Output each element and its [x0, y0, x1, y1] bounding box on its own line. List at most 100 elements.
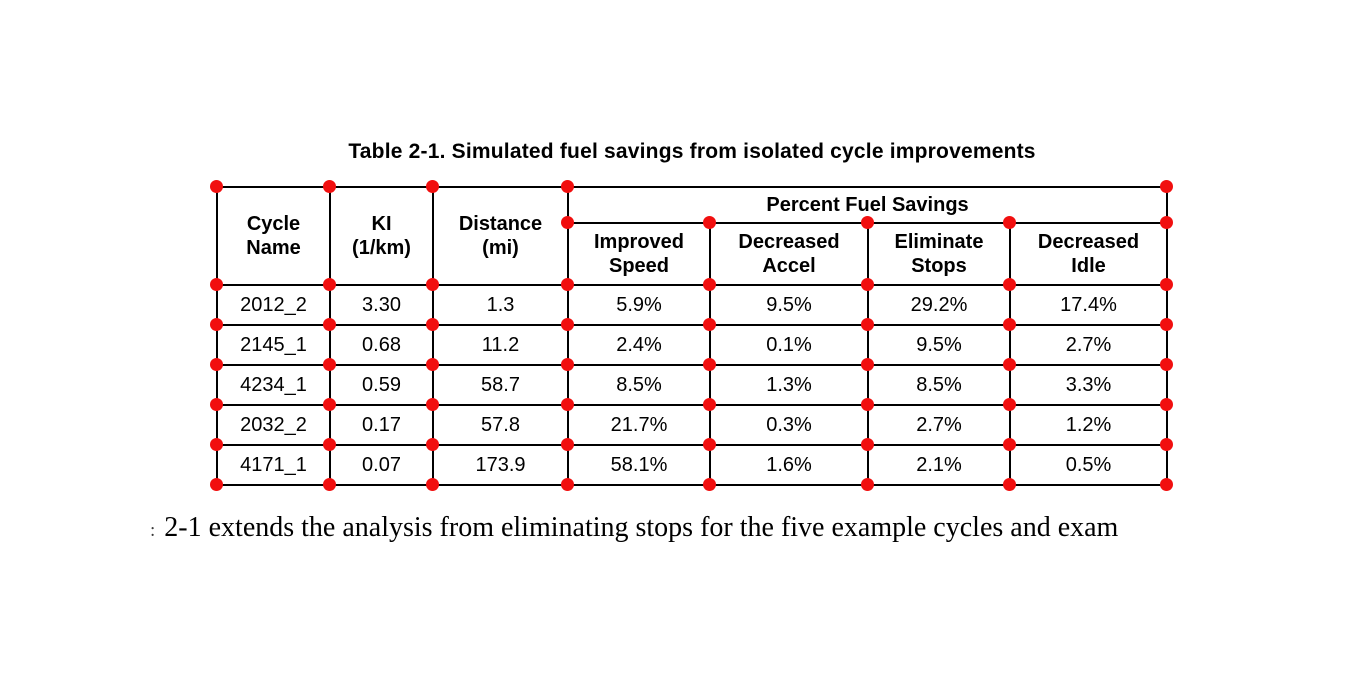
grid-dot: [861, 278, 874, 291]
grid-dot: [426, 318, 439, 331]
grid-dot: [323, 318, 336, 331]
grid-dot: [1160, 358, 1173, 371]
table-cell: 17.4%: [1008, 284, 1169, 326]
grid-dot: [323, 438, 336, 451]
grid-dot: [426, 358, 439, 371]
grid-dot: [1160, 318, 1173, 331]
table-cell: 2145_1: [216, 324, 331, 366]
grid-dot: [861, 398, 874, 411]
table-cell: 29.2%: [867, 284, 1011, 326]
column-header-eliminate-stops: Eliminate Stops: [867, 222, 1011, 286]
grid-dot: [861, 216, 874, 229]
grid-dot: [1003, 216, 1016, 229]
grid-dot: [210, 478, 223, 491]
table-row: 2145_1 0.68 11.2 2.4% 0.1% 9.5% 2.7%: [216, 324, 1169, 366]
grid-dot: [426, 278, 439, 291]
table-cell: 4234_1: [216, 364, 331, 406]
header-row-group: Cycle Name KI (1/km) Distance (mi) Perce…: [216, 186, 1169, 286]
column-header-decreased-accel: Decreased Accel: [709, 222, 869, 286]
table-cell: 21.7%: [567, 404, 711, 446]
table-cell: 3.3%: [1008, 364, 1169, 406]
table-cell: 2012_2: [216, 284, 331, 326]
grid-dot: [703, 358, 716, 371]
grid-dot: [861, 478, 874, 491]
table-cell: 9.5%: [867, 324, 1011, 366]
column-header-ki: KI (1/km): [329, 186, 434, 286]
grid-dot: [703, 216, 716, 229]
grid-dot: [210, 438, 223, 451]
grid-dot: [323, 358, 336, 371]
table-cell: 57.8: [432, 404, 569, 446]
grid-dot: [210, 278, 223, 291]
table-caption: Table 2-1. Simulated fuel savings from i…: [348, 140, 1036, 163]
column-header-cycle-name: Cycle Name: [216, 186, 331, 286]
grid-dot: [426, 478, 439, 491]
grid-dot: [861, 358, 874, 371]
table-cell: 5.9%: [567, 284, 711, 326]
grid-dot: [323, 398, 336, 411]
table-cell: 1.3: [432, 284, 569, 326]
grid-dot: [323, 478, 336, 491]
table-cell: 2032_2: [216, 404, 331, 446]
table-body: 2012_2 3.30 1.3 5.9% 9.5% 29.2% 17.4% 2145_1 0.6…: [216, 284, 1169, 486]
grid-dot: [426, 180, 439, 193]
header-row-sub: Improved Speed Decreased Accel Eliminate…: [217, 222, 1169, 286]
grid-dot: [703, 318, 716, 331]
table-cell: 0.1%: [709, 324, 869, 366]
grid-dot: [1160, 398, 1173, 411]
grid-dot: [1160, 278, 1173, 291]
table-cell: 8.5%: [567, 364, 711, 406]
grid-dot: [1160, 180, 1173, 193]
grid-dot: [323, 180, 336, 193]
grid-dot: [210, 398, 223, 411]
table-cell: 2.7%: [1008, 324, 1169, 366]
column-header-distance: Distance (mi): [432, 186, 569, 286]
grid-dot: [426, 438, 439, 451]
grid-dot: [703, 278, 716, 291]
table-cell: 1.3%: [709, 364, 869, 406]
grid-dot: [1003, 318, 1016, 331]
grid-dot: [1003, 358, 1016, 371]
grid-dot: [861, 438, 874, 451]
grid-dot: [1160, 438, 1173, 451]
table-cell: 0.17: [329, 404, 434, 446]
column-header-decreased-idle: Decreased Idle: [1008, 222, 1169, 286]
grid-dot: [561, 438, 574, 451]
fuel-savings-table: Cycle Name KI (1/km) Distance (mi) Perce…: [216, 186, 1169, 486]
grid-dot: [323, 278, 336, 291]
table-row: 2032_2 0.17 57.8 21.7% 0.3% 2.7% 1.2%: [216, 404, 1169, 446]
grid-dot: [1160, 478, 1173, 491]
table-cell: 0.5%: [1008, 444, 1169, 486]
grid-dot: [210, 318, 223, 331]
table-cell: 173.9: [432, 444, 569, 486]
grid-dot: [561, 278, 574, 291]
table-cell: 3.30: [329, 284, 434, 326]
grid-dot: [703, 398, 716, 411]
grid-dot: [561, 398, 574, 411]
grid-dot: [561, 318, 574, 331]
body-paragraph: :2-1 extends the analysis from eliminati…: [150, 512, 1366, 544]
grid-dot: [703, 438, 716, 451]
table-row: 4171_1 0.07 173.9 58.1% 1.6% 2.1% 0.5%: [216, 444, 1169, 486]
table-row: 4234_1 0.59 58.7 8.5% 1.3% 8.5% 3.3%: [216, 364, 1169, 406]
table-cell: 2.4%: [567, 324, 711, 366]
grid-dot: [1160, 216, 1173, 229]
grid-dot: [1003, 398, 1016, 411]
paragraph-text: 2-1 extends the analysis from eliminatin…: [164, 512, 1119, 543]
table-cell: 0.3%: [709, 404, 869, 446]
column-header-improved-speed: Improved Speed: [567, 222, 711, 286]
table-cell: 4171_1: [216, 444, 331, 486]
grid-dot: [861, 318, 874, 331]
grid-dot: [1003, 278, 1016, 291]
grid-dot: [1003, 478, 1016, 491]
grid-dot: [210, 358, 223, 371]
grid-dot: [561, 216, 574, 229]
table-row: 2012_2 3.30 1.3 5.9% 9.5% 29.2% 17.4%: [216, 284, 1169, 326]
table-cell: 2.7%: [867, 404, 1011, 446]
table-cell: 9.5%: [709, 284, 869, 326]
grid-dot: [561, 478, 574, 491]
grid-dot: [426, 398, 439, 411]
grid-dot: [561, 180, 574, 193]
grid-dot: [1003, 438, 1016, 451]
